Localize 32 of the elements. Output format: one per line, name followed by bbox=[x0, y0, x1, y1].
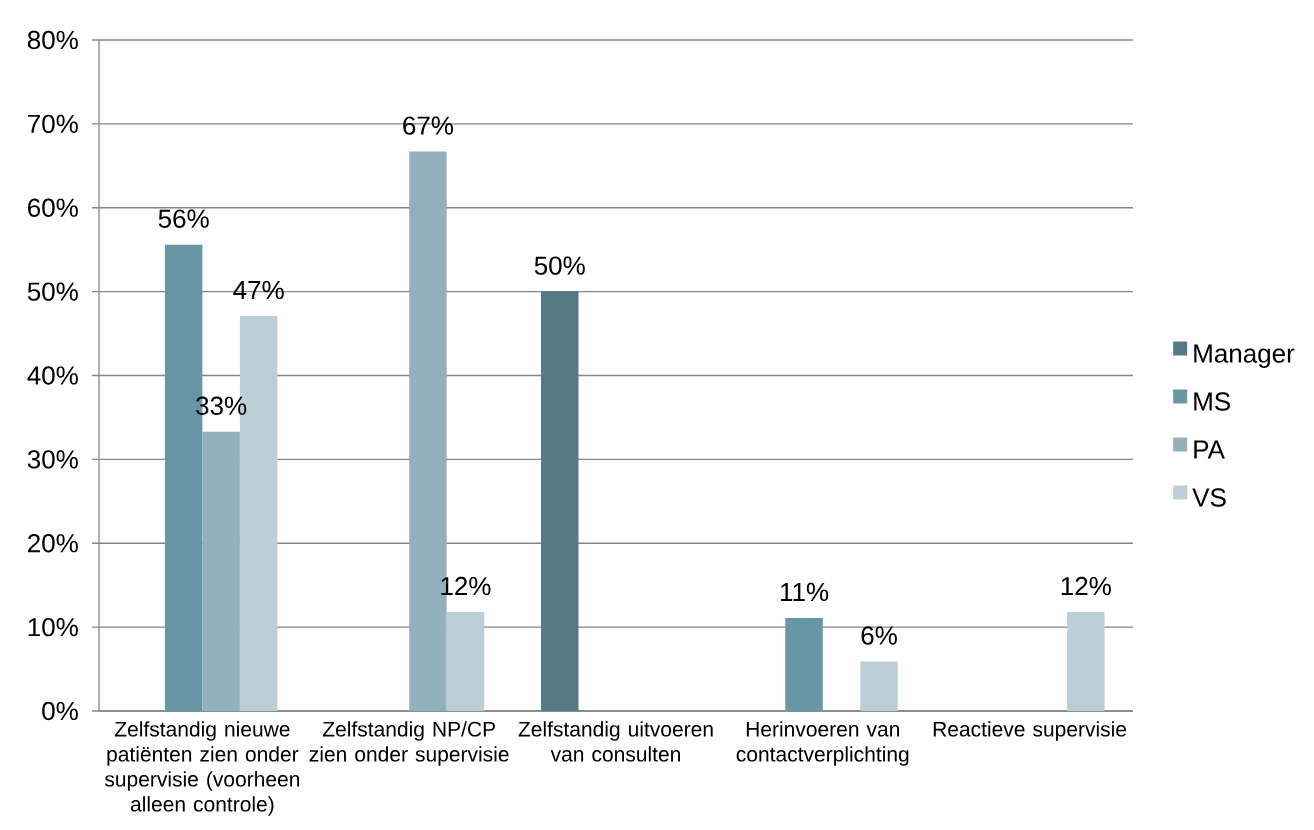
x-tick-label: Reactieve supervisie bbox=[933, 721, 1127, 741]
bar bbox=[540, 291, 579, 711]
y-tick-label: 70% bbox=[28, 114, 78, 134]
y-tick-label: 20% bbox=[28, 534, 78, 553]
data-label: 47% bbox=[233, 280, 284, 300]
data-label: 12% bbox=[1061, 576, 1111, 596]
bar bbox=[202, 431, 240, 711]
y-tick-label: 80% bbox=[27, 30, 78, 50]
y-tick-label: 60% bbox=[28, 198, 78, 217]
data-label: 6% bbox=[861, 626, 897, 645]
bar bbox=[860, 661, 898, 711]
y-tick-label: 40% bbox=[27, 366, 78, 385]
legend-label: Manager bbox=[1194, 344, 1295, 368]
x-tick-label: Zelfstandig nieuwe patiënten zien onder supervisie (voorheen alleen controle) bbox=[104, 721, 300, 816]
x-tick-label: Zelfstandig NP/CP zien onder supervisie bbox=[309, 721, 509, 766]
bar bbox=[1067, 612, 1105, 711]
x-tick-label: Zelfstandig uitvoeren van consulten bbox=[518, 721, 713, 762]
y-tick-label: 0% bbox=[42, 701, 78, 721]
data-label: 56% bbox=[158, 209, 209, 228]
data-label: 12% bbox=[441, 576, 491, 596]
data-label: 67% bbox=[403, 116, 454, 135]
bar bbox=[785, 617, 823, 711]
bar bbox=[446, 612, 485, 711]
legend-label: PA bbox=[1194, 440, 1225, 459]
x-tick-label: Herinvoeren van contactverplichting bbox=[736, 721, 909, 766]
legend-label: VS bbox=[1192, 488, 1226, 507]
y-tick-label: 50% bbox=[27, 282, 78, 301]
y-tick-label: 10% bbox=[28, 617, 78, 637]
data-label: 50% bbox=[534, 256, 585, 275]
data-label: 11% bbox=[780, 582, 829, 602]
legend-label: MS bbox=[1194, 392, 1230, 411]
y-tick-label: 30% bbox=[27, 450, 78, 469]
